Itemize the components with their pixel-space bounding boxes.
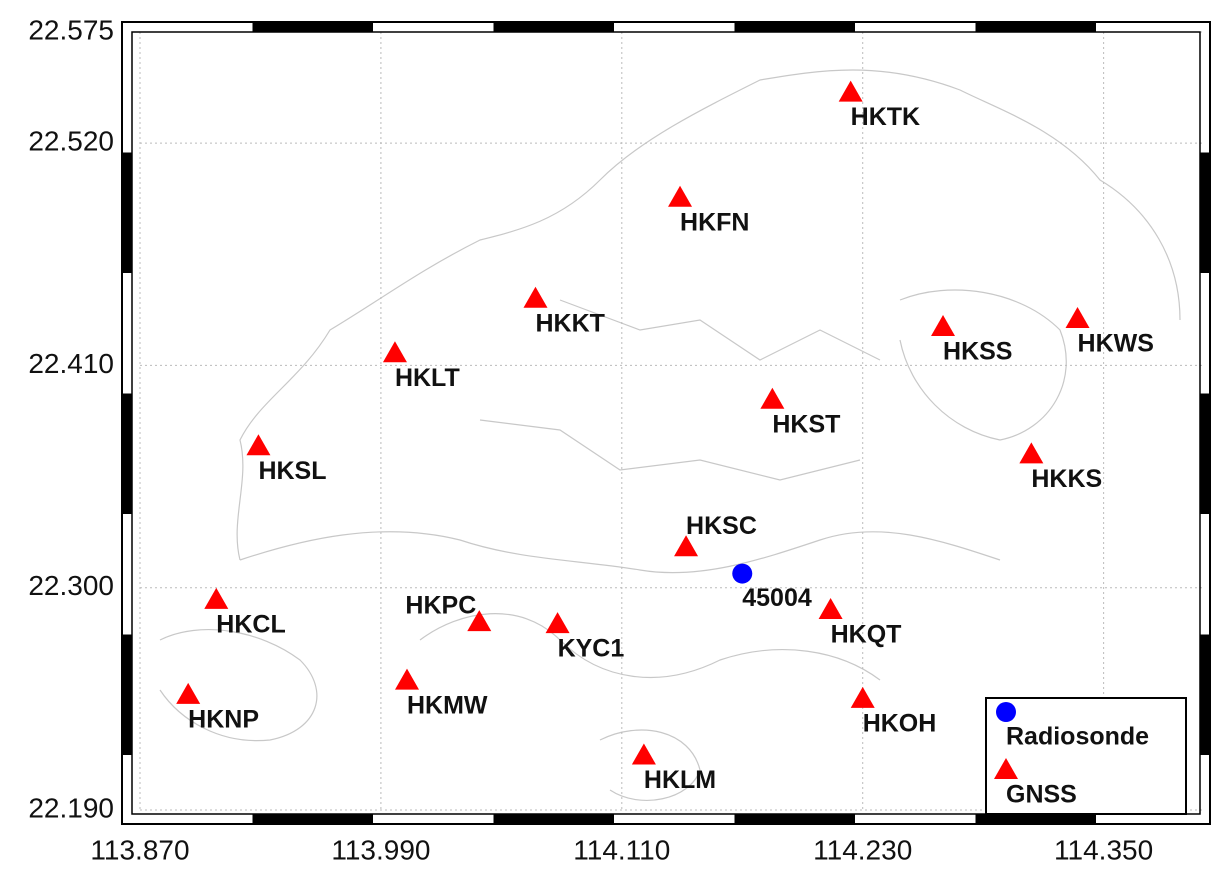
station-marker (668, 185, 693, 207)
x-tick-label: 114.350 (1054, 834, 1153, 865)
frame-inner (131, 31, 1201, 815)
station-marker (931, 315, 956, 337)
station-marker (1065, 306, 1090, 328)
frame-band (734, 814, 855, 824)
station-label: HKSL (258, 457, 326, 485)
legend-label: GNSS (1006, 781, 1077, 809)
station-marker (850, 686, 875, 708)
station-label: HKKS (1031, 465, 1102, 493)
station-marker (994, 758, 1018, 779)
station-label: HKNP (188, 705, 259, 733)
station-label: HKWS (1078, 330, 1154, 358)
station-label: HKPC (405, 592, 476, 620)
x-tick-label: 113.990 (331, 834, 430, 865)
frame-band (252, 22, 373, 32)
y-tick-label: 22.520 (28, 126, 114, 157)
station-label: HKLT (395, 364, 460, 392)
station-label: HKQT (831, 621, 902, 649)
station-marker (246, 434, 271, 456)
x-tick-label: 114.110 (573, 834, 670, 865)
station-marker (395, 668, 420, 690)
station-marker (467, 610, 492, 632)
frame-band (122, 634, 132, 755)
frame-band (734, 22, 855, 32)
frame-band (1200, 393, 1210, 514)
station-label: HKLM (644, 766, 716, 794)
station-marker (732, 563, 753, 584)
x-tick-label: 113.870 (90, 834, 189, 865)
station-marker (523, 286, 548, 308)
y-tick-label: 22.300 (28, 570, 114, 601)
station-label: HKKT (535, 309, 604, 337)
station-label: HKSC (686, 512, 757, 540)
y-tick-label: 22.575 (28, 14, 114, 45)
station-marker (818, 597, 843, 619)
station-marker (674, 535, 699, 557)
station-label: HKMW (407, 691, 488, 719)
station-marker (760, 387, 785, 409)
station-label: HKOH (863, 709, 937, 737)
legend-box (985, 697, 1187, 815)
frame-band (1200, 152, 1210, 273)
frame-band (975, 22, 1096, 32)
station-label: KYC1 (558, 635, 625, 663)
station-marker (204, 587, 229, 609)
station-label: 45004 (742, 584, 812, 612)
station-label: HKFN (680, 208, 749, 236)
coastline (159, 69, 1181, 801)
station-label: HKSS (943, 338, 1012, 366)
station-label: HKST (772, 410, 840, 438)
frame-band (122, 393, 132, 514)
station-label: HKCL (216, 610, 285, 638)
x-tick-label: 114.230 (813, 834, 912, 865)
y-tick-label: 22.410 (28, 348, 114, 379)
frame-band (1200, 634, 1210, 755)
station-marker (382, 341, 407, 363)
station-marker (631, 743, 656, 765)
frame-band (493, 22, 614, 32)
frame-band (493, 814, 614, 824)
station-marker (1019, 442, 1044, 464)
station-marker (996, 702, 1016, 722)
frame-band (975, 814, 1096, 824)
station-marker (545, 612, 570, 634)
station-label: HKTK (851, 103, 920, 131)
frame-band (122, 152, 132, 273)
station-marker (838, 80, 863, 102)
station-marker (176, 682, 201, 704)
y-tick-label: 22.190 (28, 792, 114, 823)
frame-band (252, 814, 373, 824)
legend-label: Radiosonde (1006, 723, 1149, 751)
